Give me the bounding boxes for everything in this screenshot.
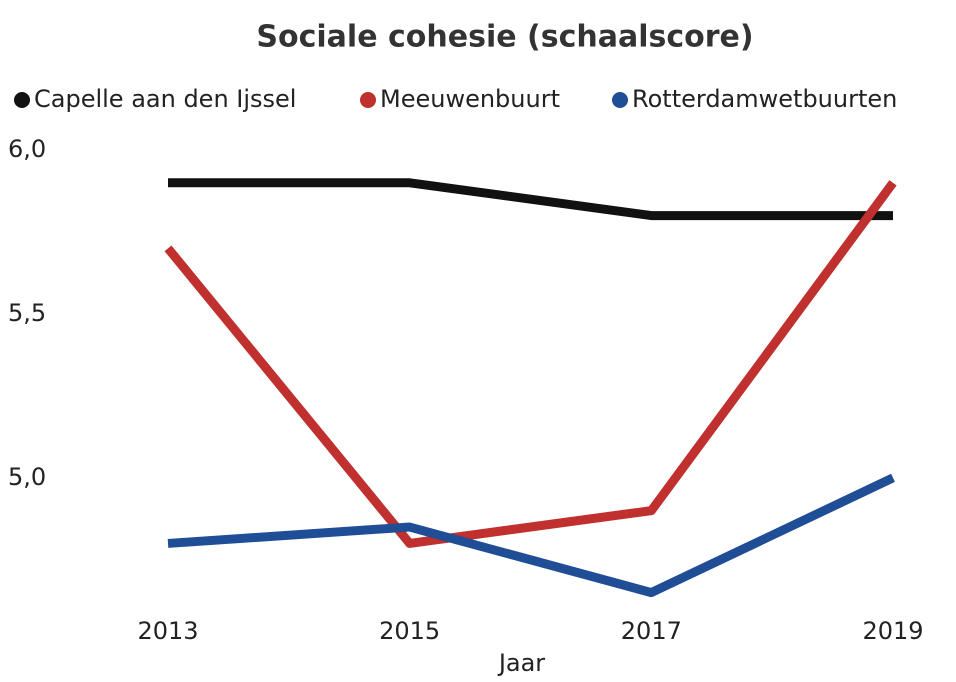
legend-marker xyxy=(360,92,376,108)
x-axis-label: Jaar xyxy=(497,649,545,677)
y-tick-label: 5,0 xyxy=(8,463,46,491)
chart-title: Sociale cohesie (schaalscore) xyxy=(256,20,753,55)
x-tick-label: 2019 xyxy=(862,617,923,645)
x-tick-label: 2017 xyxy=(621,617,682,645)
legend-marker xyxy=(14,92,30,108)
series-line xyxy=(168,178,893,221)
series-line xyxy=(167,473,895,598)
y-tick-label: 6,0 xyxy=(8,135,46,163)
legend-label: Rotterdamwetbuurten xyxy=(632,85,897,113)
series-line xyxy=(164,180,897,548)
x-tick-label: 2015 xyxy=(379,617,440,645)
legend-label: Meeuwenbuurt xyxy=(380,85,560,113)
legend-label: Capelle aan den Ijssel xyxy=(34,85,296,113)
x-tick-label: 2013 xyxy=(137,617,198,645)
legend-marker xyxy=(612,92,628,108)
y-tick-label: 5,5 xyxy=(8,299,46,327)
